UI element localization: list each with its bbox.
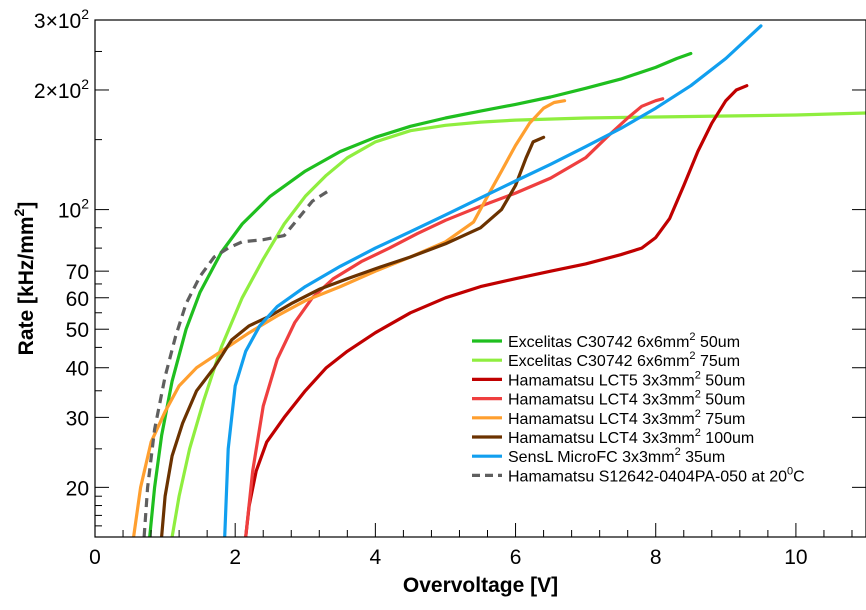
legend-label-suffix: 100um xyxy=(701,430,754,447)
y-tick-label-main: 70 xyxy=(66,261,89,284)
y-tick-label-sup: 2 xyxy=(81,6,89,22)
legend-label-name: SensL MicroFC 3x3mm xyxy=(508,449,675,466)
legend-label: Hamamatsu LCT4 3x3mm2 50um xyxy=(508,389,745,409)
series-line-2 xyxy=(170,111,866,537)
y-tick-label: 102 xyxy=(58,196,89,223)
series-layer xyxy=(132,24,866,537)
legend-label-sup: 2 xyxy=(689,331,695,343)
x-tick-label: 2 xyxy=(229,546,241,569)
y-tick-label: 60 xyxy=(66,288,89,311)
series-line-8 xyxy=(142,188,331,537)
y-tick-label-main: 20 xyxy=(66,477,89,500)
y-tick-label-main: 40 xyxy=(66,358,89,381)
y-axis-title: Rate [kHz/mm2] xyxy=(11,202,38,356)
legend-label-suffix: 75um xyxy=(696,353,740,370)
y-tick-label-main: 50 xyxy=(66,319,89,342)
legend-label: Hamamatsu LCT4 3x3mm2 100um xyxy=(508,427,754,447)
y-tick-label: 50 xyxy=(66,319,89,342)
legend-label: Excelitas C30742 6x6mm2 75um xyxy=(508,350,740,370)
y-tick-label-main: 30 xyxy=(66,407,89,430)
series-line-4 xyxy=(244,97,665,537)
legend-label-suffix: 35um xyxy=(681,449,725,466)
y-tick-label-main: 60 xyxy=(66,288,89,311)
y-axis-title-sup: 2 xyxy=(11,208,27,216)
y-axis-title-main: Rate [kHz/mm xyxy=(15,216,38,355)
legend-label-name: Hamamatsu LCT4 3x3mm xyxy=(508,392,695,409)
legend-label-suffix: 50um xyxy=(701,392,745,409)
y-tick-label-main: 3×10 xyxy=(34,10,81,33)
series-line-1 xyxy=(148,51,693,537)
legend-label: Hamamatsu S12642-0404PA-050 at 200C xyxy=(508,465,805,485)
y-tick-label: 3×102 xyxy=(34,6,89,33)
legend-label-name: Hamamatsu LCT5 3x3mm xyxy=(508,372,695,389)
x-axis-title: Overvoltage [V] xyxy=(403,574,558,597)
x-tick-label: 10 xyxy=(784,546,807,569)
legend-label: Excelitas C30742 6x6mm2 50um xyxy=(508,331,740,351)
y-tick-label-main: 10 xyxy=(58,200,81,223)
y-tick-label: 20 xyxy=(66,477,89,500)
legend-label-sup: 2 xyxy=(695,389,701,401)
legend-label: SensL MicroFC 3x3mm2 35um xyxy=(508,446,725,466)
plot-frame xyxy=(94,19,866,538)
legend-label: Hamamatsu LCT4 3x3mm2 75um xyxy=(508,408,745,428)
legend-label-suffix: 50um xyxy=(696,334,740,351)
legend-label-sup: 0 xyxy=(787,465,793,477)
legend-label-sup: 2 xyxy=(695,369,701,381)
legend-label-name: Hamamatsu S12642-0404PA-050 at 20 xyxy=(508,468,787,485)
legend-label-name: Excelitas C30742 6x6mm xyxy=(508,353,689,370)
legend-label-name: Hamamatsu LCT4 3x3mm xyxy=(508,430,695,447)
legend-label-suffix: 50um xyxy=(701,372,745,389)
y-tick-label: 30 xyxy=(66,407,89,430)
y-tick-label: 2×102 xyxy=(34,76,89,103)
legend-label-sup: 2 xyxy=(675,446,681,458)
series-line-6 xyxy=(160,135,546,537)
y-tick-label-main: 2×10 xyxy=(34,80,81,103)
legend-label-suffix: C xyxy=(793,468,805,485)
x-tick-label: 4 xyxy=(370,546,382,569)
series-line-7 xyxy=(223,24,763,537)
legend-label-sup: 2 xyxy=(695,408,701,420)
x-tick-label: 6 xyxy=(510,546,522,569)
legend-label-name: Excelitas C30742 6x6mm xyxy=(508,334,689,351)
series-line-5 xyxy=(132,99,567,537)
x-tick-label: 8 xyxy=(650,546,662,569)
x-tick-label: 0 xyxy=(89,546,101,569)
y-tick-label-sup: 2 xyxy=(81,196,89,212)
y-tick-label: 40 xyxy=(66,358,89,381)
y-tick-label-sup: 2 xyxy=(81,76,89,92)
legend-label: Hamamatsu LCT5 3x3mm2 50um xyxy=(508,369,745,389)
y-axis-title-end: ] xyxy=(15,202,38,209)
legend-label-name: Hamamatsu LCT4 3x3mm xyxy=(508,411,695,428)
legend-label-sup: 2 xyxy=(695,427,701,439)
legend-label-sup: 2 xyxy=(689,350,695,362)
series-line-3 xyxy=(244,84,749,537)
legend-label-suffix: 75um xyxy=(701,411,745,428)
y-tick-label: 70 xyxy=(66,261,89,284)
